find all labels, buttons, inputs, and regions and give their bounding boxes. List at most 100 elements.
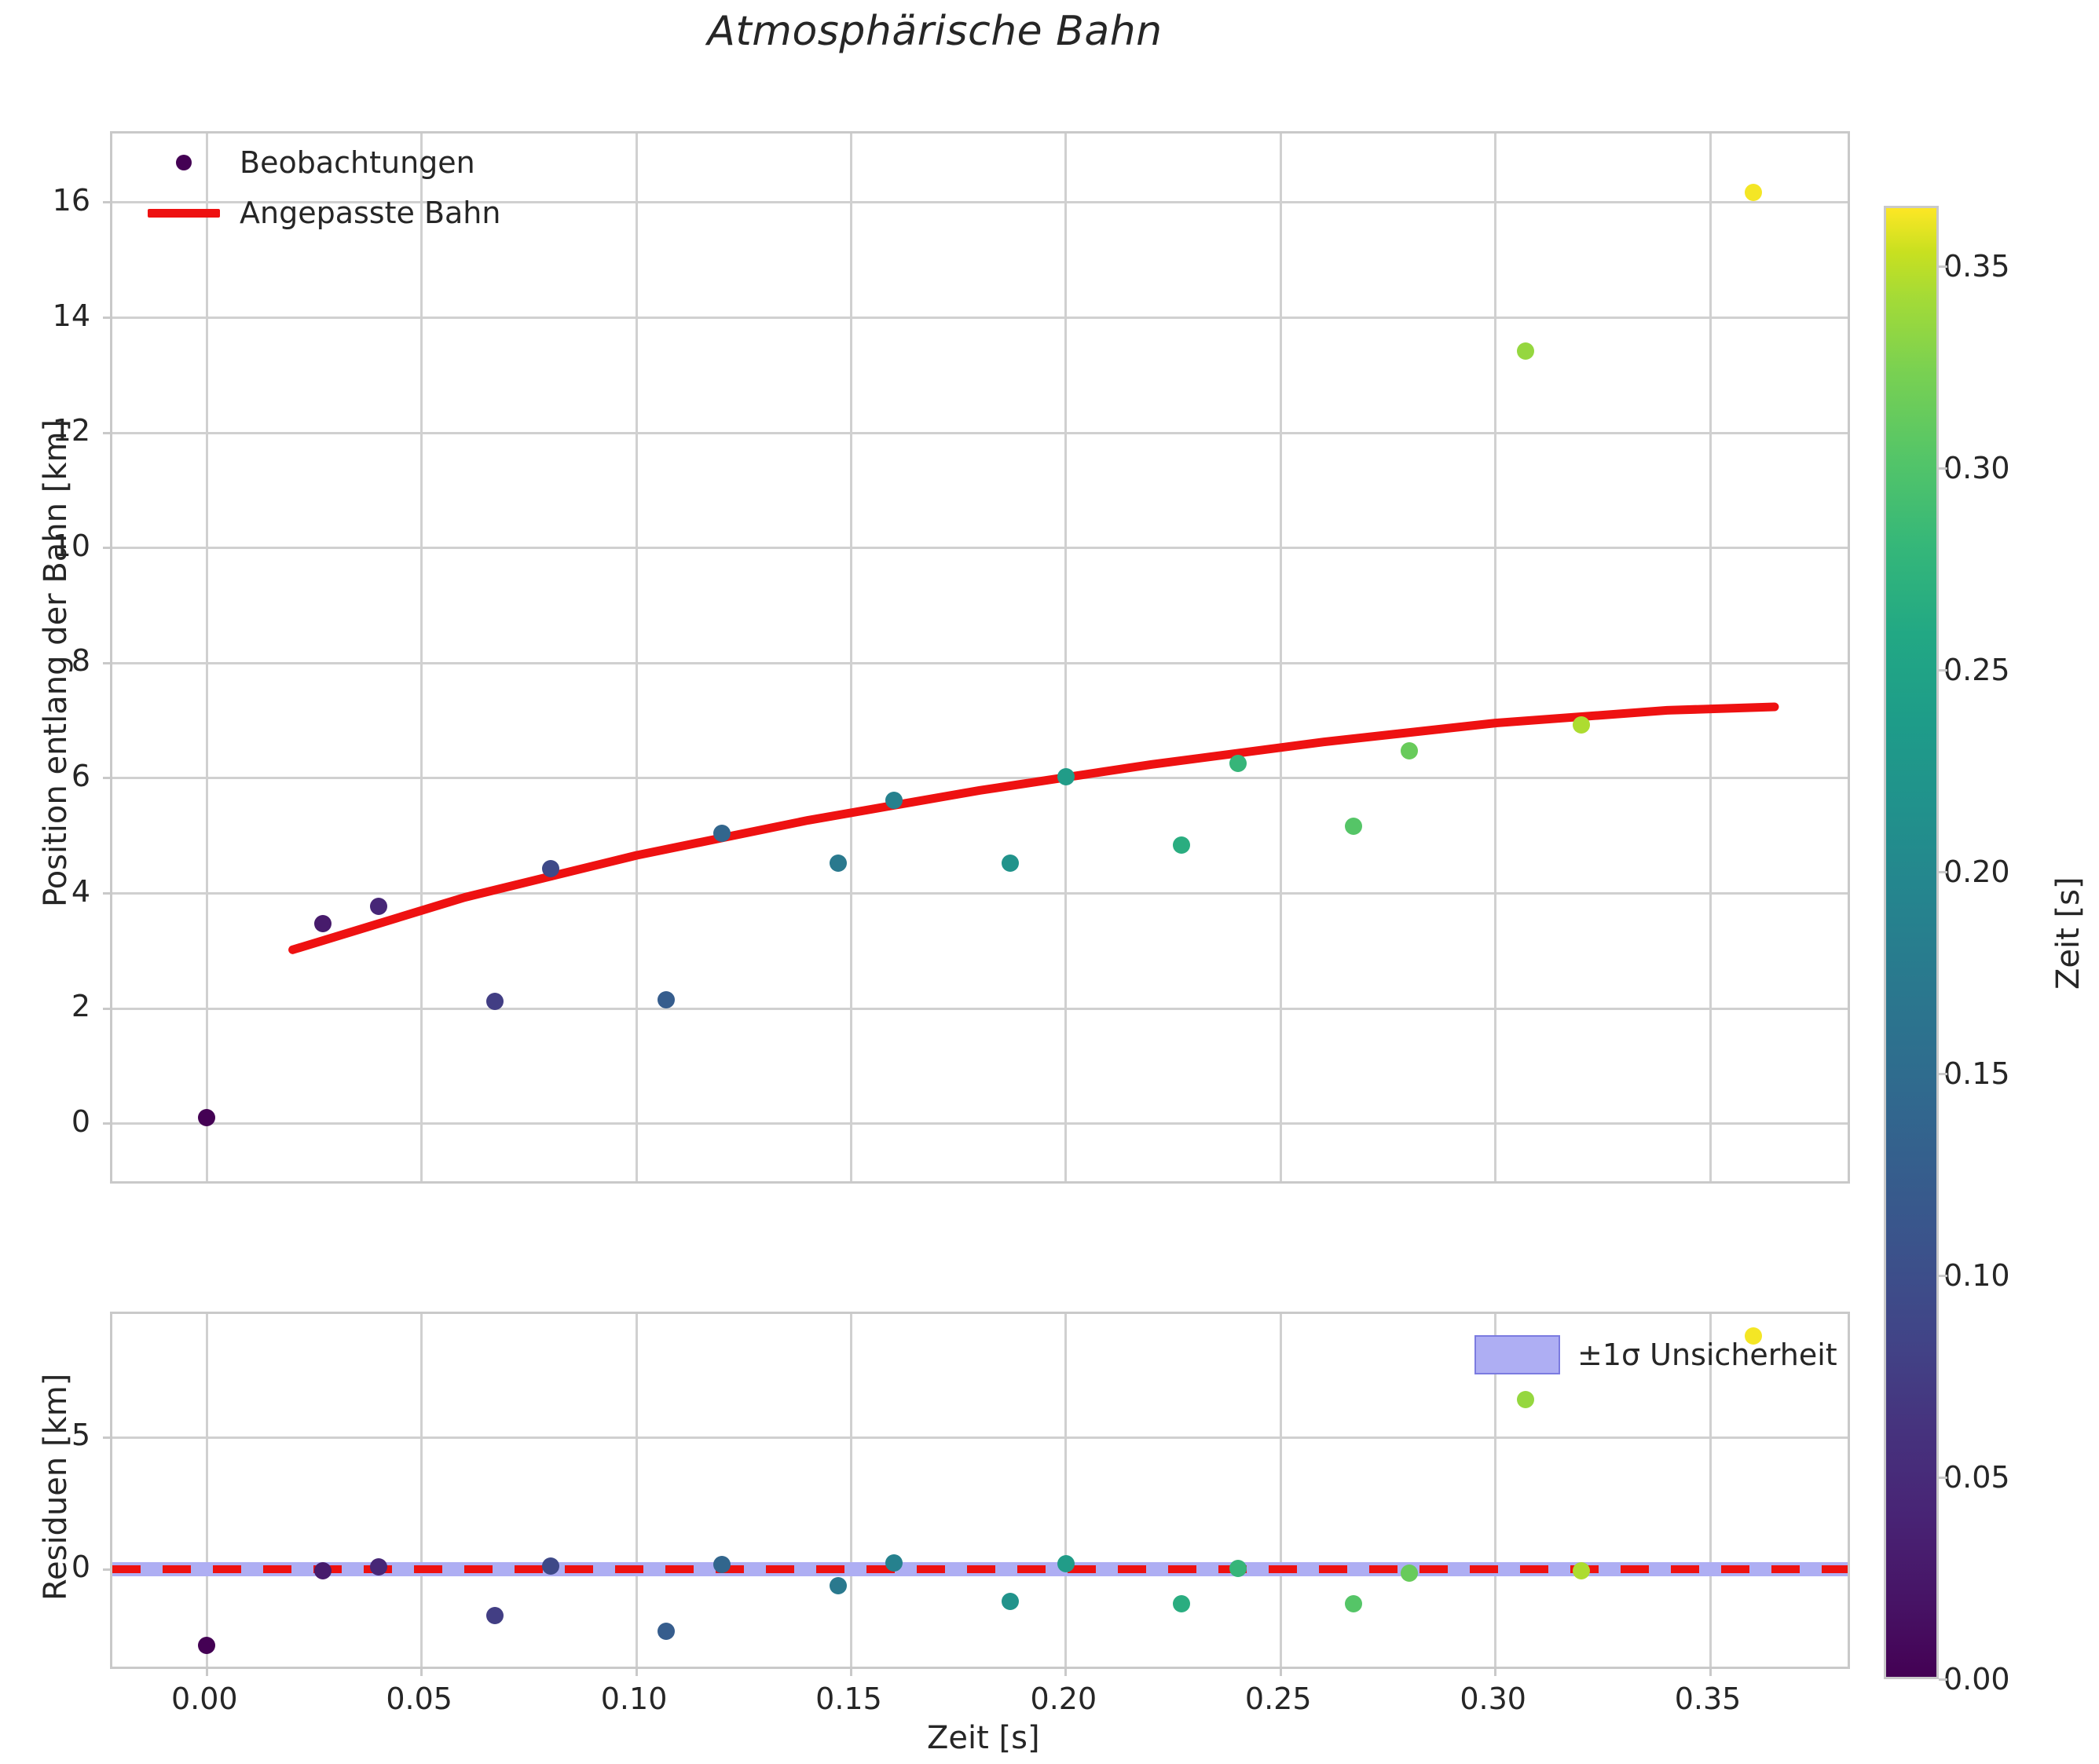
main-y-tick-label: 2: [71, 989, 90, 1024]
legend-item-fit: Angepasste Bahn: [137, 188, 500, 238]
legend-label-sigma: ±1σ Unsicherheit: [1577, 1338, 1837, 1372]
colorbar-tick-mark: [1939, 265, 1947, 268]
residual-point: [1001, 1593, 1019, 1611]
main-legend: Beobachtungen Angepasste Bahn: [137, 137, 500, 238]
x-tick-mark: [205, 1667, 208, 1676]
observation-point: [1173, 836, 1191, 854]
residuals-gridline-vertical: [1064, 1314, 1068, 1667]
residuals-gridline-vertical: [1709, 1314, 1712, 1667]
main-gridline-horizontal: [112, 1122, 1848, 1125]
observation-point: [313, 914, 332, 932]
x-tick-mark: [1709, 1667, 1712, 1676]
main-y-tick-label: 4: [71, 873, 90, 909]
main-y-tick-mark: [103, 431, 112, 434]
main-y-tick-label: 0: [71, 1103, 90, 1139]
residuals-y-tick-mark: [103, 1568, 112, 1571]
x-tick-mark: [1494, 1667, 1497, 1676]
residuals-gridline-vertical: [1279, 1314, 1282, 1667]
main-gridline-vertical: [1709, 134, 1712, 1181]
legend-label-fit: Angepasste Bahn: [240, 196, 501, 230]
residual-point: [313, 1561, 332, 1579]
residual-point: [658, 1622, 676, 1640]
line-swatch-icon: [137, 208, 230, 218]
observation-point: [1401, 741, 1419, 759]
main-y-tick-mark: [103, 317, 112, 320]
residual-point: [1173, 1595, 1191, 1613]
residuals-gridline-vertical: [205, 1314, 208, 1667]
observation-point: [1001, 855, 1019, 873]
colorbar-title: Zeit [s]: [2050, 877, 2086, 990]
residual-point: [885, 1554, 903, 1572]
main-gridline-horizontal: [112, 431, 1848, 434]
colorbar-gradient: [1884, 206, 1939, 1679]
main-y-tick-mark: [103, 661, 112, 664]
residual-point: [198, 1637, 216, 1655]
main-y-tick-label: 16: [52, 182, 90, 218]
main-y-tick-mark: [103, 892, 112, 895]
colorbar-tick-mark: [1939, 668, 1947, 672]
zero-reference-line: [112, 1565, 1848, 1574]
observation-point: [1345, 817, 1363, 835]
observation-point: [658, 991, 676, 1009]
residual-point: [1516, 1390, 1534, 1408]
main-y-tick-mark: [103, 777, 112, 780]
x-tick-mark: [1064, 1667, 1068, 1676]
colorbar-tick-label: 0.05: [1943, 1460, 2010, 1495]
residuals-y-tick-label: 5: [71, 1418, 90, 1453]
main-gridline-vertical: [1064, 134, 1068, 1181]
main-gridline-horizontal: [112, 201, 1848, 204]
observation-point: [370, 897, 387, 915]
observation-point: [713, 824, 731, 842]
observation-point: [1057, 767, 1075, 785]
colorbar-tick-label: 0.20: [1943, 855, 2010, 890]
main-y-tick-label: 14: [52, 298, 90, 333]
residual-point: [1401, 1565, 1419, 1583]
residuals-legend: ±1σ Unsicherheit: [1474, 1335, 1837, 1374]
residual-point: [713, 1555, 731, 1573]
residuals-gridline-vertical: [635, 1314, 638, 1667]
colorbar-tick-label: 0.00: [1943, 1662, 2010, 1696]
residuals-plot-area: [112, 1314, 1848, 1667]
main-gridline-horizontal: [112, 1007, 1848, 1010]
main-y-tick-label: 8: [71, 643, 90, 679]
colorbar-tick-mark: [1939, 870, 1947, 873]
main-plot-area: [112, 134, 1848, 1181]
legend-label-observations: Beobachtungen: [240, 145, 475, 180]
residuals-gridline-vertical: [420, 1314, 423, 1667]
x-tick-label: 0.10: [600, 1682, 668, 1716]
main-gridline-vertical: [205, 134, 208, 1181]
residuals-gridline-vertical: [849, 1314, 852, 1667]
residual-point: [830, 1576, 848, 1594]
residuals-y-tick-mark: [103, 1436, 112, 1439]
colorbar-tick-mark: [1939, 1476, 1947, 1479]
main-gridline-vertical: [420, 134, 423, 1181]
main-y-tick-mark: [103, 1122, 112, 1125]
scatter-marker-icon: [137, 155, 230, 170]
residual-point: [1057, 1554, 1075, 1572]
main-y-tick-mark: [103, 547, 112, 550]
colorbar-tick-label: 0.15: [1943, 1056, 2010, 1092]
colorbar-tick-mark: [1939, 1274, 1947, 1277]
observation-point: [541, 859, 559, 877]
main-y-tick-label: 12: [52, 413, 90, 448]
x-tick-label: 0.25: [1244, 1682, 1312, 1716]
colorbar-tick-label: 0.10: [1943, 1258, 2010, 1294]
x-tick-label: 0.00: [170, 1682, 238, 1716]
main-gridline-horizontal: [112, 661, 1848, 664]
main-gridline-vertical: [849, 134, 852, 1181]
chart-title: Atmosphärische Bahn: [707, 8, 1163, 55]
colorbar-tick-mark: [1939, 1678, 1947, 1681]
fit-curve: [288, 702, 1779, 954]
main-y-tick-mark: [103, 1007, 112, 1010]
main-y-tick-mark: [103, 201, 112, 204]
main-gridline-vertical: [635, 134, 638, 1181]
x-tick-label: 0.15: [815, 1682, 882, 1716]
residuals-gridline-horizontal: [112, 1436, 1848, 1439]
main-gridline-horizontal: [112, 892, 1848, 895]
residual-point: [1744, 1327, 1762, 1345]
colorbar-tick-label: 0.30: [1943, 451, 2010, 486]
x-tick-label: 0.35: [1674, 1682, 1742, 1716]
main-plot-panel: [103, 131, 1850, 1184]
sigma-band-swatch-icon: [1474, 1335, 1560, 1374]
